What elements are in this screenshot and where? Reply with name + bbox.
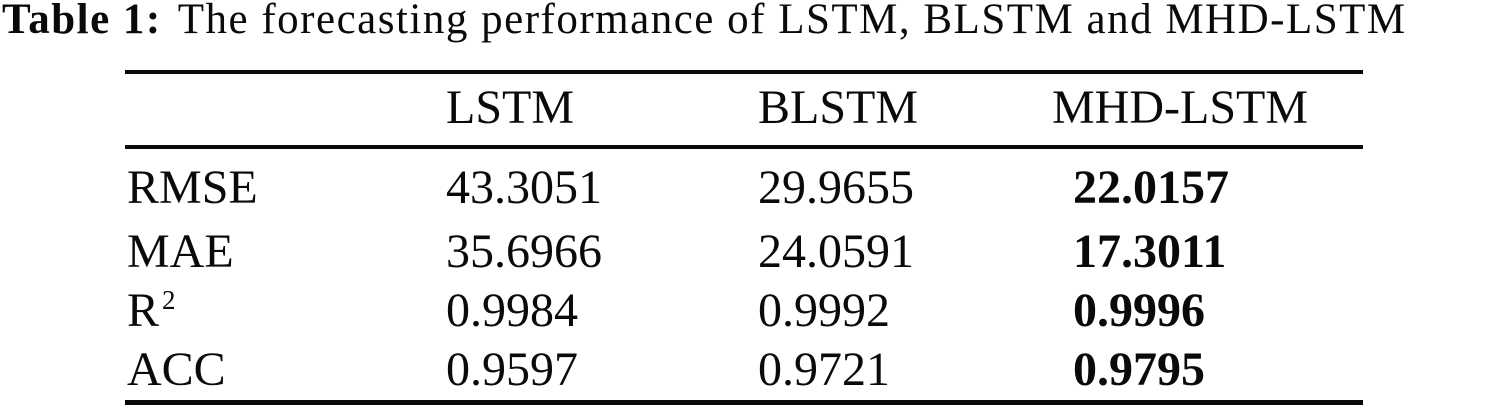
column-header-mhd-lstm: MHD-LSTM <box>1052 81 1309 134</box>
metric-label: ACC <box>127 343 226 396</box>
row-label-acc: ACC <box>127 346 229 394</box>
cell-acc-lstm: 0.9597 <box>446 343 578 396</box>
metric-label: RMSE <box>127 161 258 214</box>
caption-number: Table 1: <box>2 0 162 43</box>
cell-mae-mhd-lstm: 17.3011 <box>1073 225 1227 278</box>
table-header-rule <box>125 145 1363 149</box>
cell-r2-blstm: 0.9992 <box>758 284 890 337</box>
cell-rmse-mhd-lstm: 22.0157 <box>1073 161 1229 214</box>
column-header-blstm: BLSTM <box>758 81 919 134</box>
cell-mae-lstm: 35.6966 <box>446 225 602 278</box>
caption-text: The forecasting performance of LSTM, BLS… <box>177 0 1407 43</box>
table-caption: Table 1: The forecasting performance of L… <box>2 0 1407 46</box>
metric-label: MAE <box>127 225 234 278</box>
cell-rmse-lstm: 43.3051 <box>446 161 602 214</box>
cell-acc-blstm: 0.9721 <box>758 343 890 396</box>
cell-r2-lstm: 0.9984 <box>446 284 578 337</box>
cell-rmse-blstm: 29.9655 <box>758 161 914 214</box>
row-label-mae: MAE <box>127 228 237 276</box>
metric-superscript: 2 <box>162 285 176 315</box>
cell-r2-mhd-lstm: 0.9996 <box>1073 284 1205 337</box>
row-label-rmse: RMSE <box>127 164 261 212</box>
cell-mae-blstm: 24.0591 <box>758 225 914 278</box>
table-top-rule <box>125 70 1363 74</box>
metric-label: R <box>127 284 160 337</box>
table-bottom-rule <box>125 400 1363 405</box>
column-header-lstm: LSTM <box>446 81 575 134</box>
cell-acc-mhd-lstm: 0.9795 <box>1073 343 1205 396</box>
